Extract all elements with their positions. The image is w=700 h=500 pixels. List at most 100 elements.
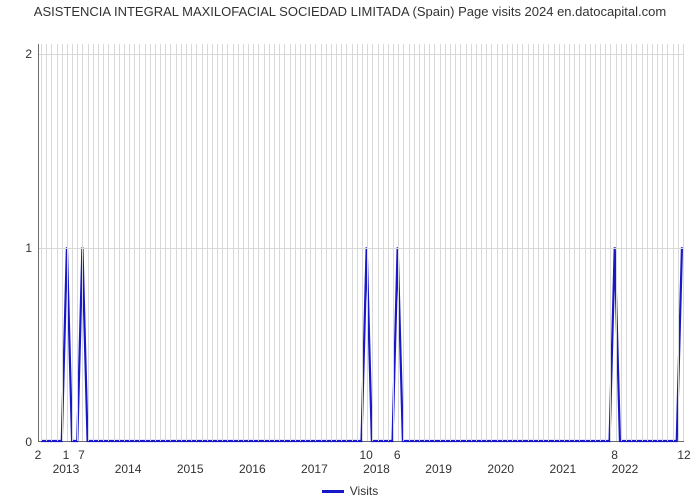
gridline-vertical (533, 44, 534, 441)
gridline-vertical (357, 44, 358, 441)
gridline-vertical (579, 44, 580, 441)
gridline-vertical (683, 44, 684, 441)
peak-month-label: 8 (611, 448, 618, 462)
y-tick-label: 0 (8, 435, 32, 449)
gridline-vertical (108, 44, 109, 441)
gridline-vertical (269, 44, 270, 441)
gridline-vertical (305, 44, 306, 441)
gridline-vertical (336, 44, 337, 441)
gridline-vertical (134, 44, 135, 441)
gridline-vertical (383, 44, 384, 441)
gridline-vertical (657, 44, 658, 441)
gridline-vertical (621, 44, 622, 441)
gridline-vertical (248, 44, 249, 441)
x-tick-label-year: 2022 (612, 462, 639, 476)
gridline-vertical (419, 44, 420, 441)
gridline-vertical (196, 44, 197, 441)
gridline-vertical (491, 44, 492, 441)
gridline-vertical (409, 44, 410, 441)
gridline-vertical (321, 44, 322, 441)
gridline-vertical (77, 44, 78, 441)
x-edge-label-right: 12 (677, 448, 690, 462)
gridline-vertical (626, 44, 627, 441)
gridline-vertical (398, 44, 399, 441)
gridline-vertical (610, 44, 611, 441)
gridline-vertical (315, 44, 316, 441)
gridline-vertical (279, 44, 280, 441)
gridline-vertical (378, 44, 379, 441)
gridline-vertical (176, 44, 177, 441)
gridline-vertical (574, 44, 575, 441)
gridline-vertical (528, 44, 529, 441)
gridline-vertical (124, 44, 125, 441)
x-tick-label-year: 2020 (487, 462, 514, 476)
gridline-vertical (481, 44, 482, 441)
gridline-vertical (554, 44, 555, 441)
gridline-vertical (522, 44, 523, 441)
gridline-vertical (548, 44, 549, 441)
gridline-vertical (243, 44, 244, 441)
gridline-vertical (434, 44, 435, 441)
gridline-vertical (155, 44, 156, 441)
gridline-vertical (227, 44, 228, 441)
gridline-vertical (258, 44, 259, 441)
x-tick-label-year: 2015 (177, 462, 204, 476)
gridline-vertical (129, 44, 130, 441)
gridline-vertical (564, 44, 565, 441)
gridline-vertical (647, 44, 648, 441)
gridline-vertical (341, 44, 342, 441)
gridline-vertical (119, 44, 120, 441)
gridline-vertical (222, 44, 223, 441)
gridline-vertical (326, 44, 327, 441)
x-tick-label-year: 2016 (239, 462, 266, 476)
gridline-vertical (57, 44, 58, 441)
gridline-vertical (346, 44, 347, 441)
gridline-vertical (186, 44, 187, 441)
gridline-vertical (450, 44, 451, 441)
gridline-vertical (181, 44, 182, 441)
x-tick-label-year: 2018 (363, 462, 390, 476)
gridline-vertical (460, 44, 461, 441)
gridline-vertical (145, 44, 146, 441)
gridline-vertical (207, 44, 208, 441)
gridline-vertical (512, 44, 513, 441)
gridline-vertical (352, 44, 353, 441)
visits-chart: ASISTENCIA INTEGRAL MAXILOFACIAL SOCIEDA… (0, 0, 700, 500)
gridline-vertical (114, 44, 115, 441)
x-edge-label-left: 2 (35, 448, 42, 462)
gridline-vertical (372, 44, 373, 441)
plot-area (38, 44, 684, 442)
gridline-vertical (82, 44, 83, 441)
gridline-vertical (98, 44, 99, 441)
gridline-vertical (238, 44, 239, 441)
gridline-vertical (139, 44, 140, 441)
gridline-vertical (517, 44, 518, 441)
gridline-vertical (662, 44, 663, 441)
gridline-vertical (605, 44, 606, 441)
gridline-vertical (678, 44, 679, 441)
gridline-vertical (264, 44, 265, 441)
gridline-vertical (62, 44, 63, 441)
gridline-vertical (616, 44, 617, 441)
gridline-vertical (88, 44, 89, 441)
legend-label: Visits (350, 484, 378, 498)
x-tick-label-year: 2013 (53, 462, 80, 476)
gridline-vertical (585, 44, 586, 441)
gridline-vertical (414, 44, 415, 441)
gridline-vertical (476, 44, 477, 441)
y-tick-label: 2 (8, 47, 32, 61)
gridline-vertical (67, 44, 68, 441)
gridline-vertical (212, 44, 213, 441)
gridline-vertical (466, 44, 467, 441)
gridline-vertical (165, 44, 166, 441)
gridline-vertical (590, 44, 591, 441)
gridline-vertical (103, 44, 104, 441)
gridline-vertical (310, 44, 311, 441)
gridline-vertical (636, 44, 637, 441)
gridline-vertical (274, 44, 275, 441)
gridline-vertical (367, 44, 368, 441)
gridline-vertical (170, 44, 171, 441)
gridline-vertical (631, 44, 632, 441)
chart-title: ASISTENCIA INTEGRAL MAXILOFACIAL SOCIEDA… (0, 4, 700, 20)
x-tick-label-year: 2019 (425, 462, 452, 476)
